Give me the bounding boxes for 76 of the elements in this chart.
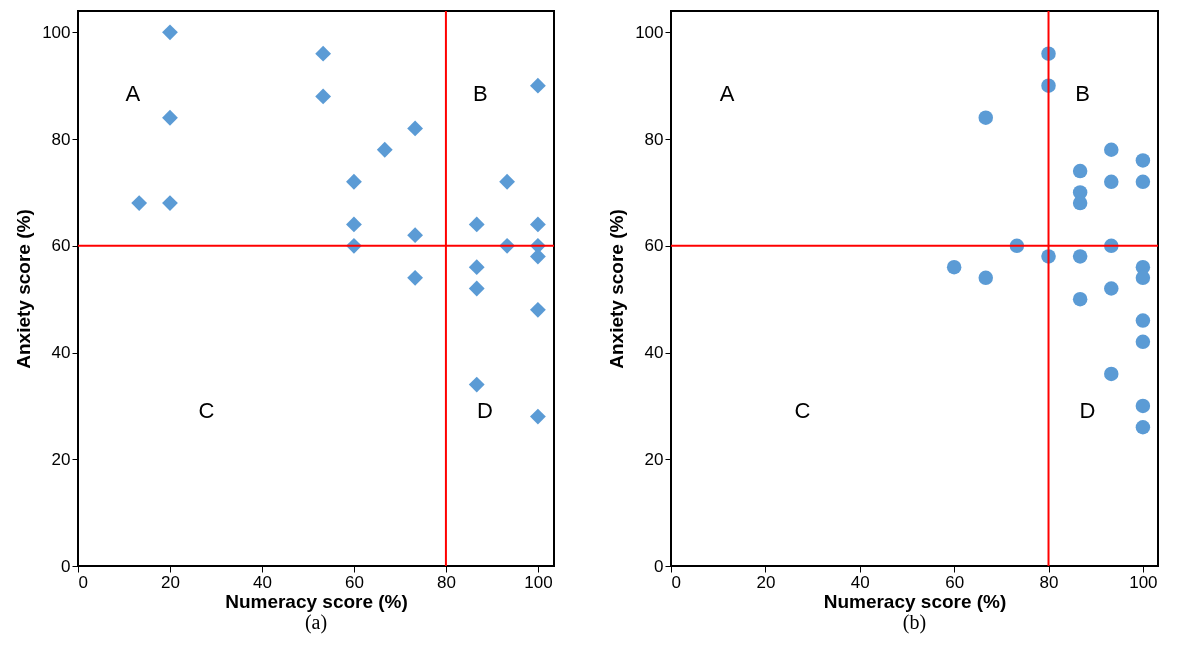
- annotation: D: [1079, 397, 1096, 423]
- x-tick-label: 80: [1039, 572, 1059, 592]
- y-tick-label: 80: [51, 129, 71, 149]
- y-tick-label: 20: [644, 449, 664, 469]
- point: [131, 195, 148, 212]
- y-tick-label: 40: [51, 343, 71, 363]
- text: (a): [304, 611, 328, 634]
- point: [1135, 174, 1151, 189]
- y-tick-label: 60: [644, 236, 664, 256]
- y-tick-label: 100: [42, 22, 71, 42]
- annotation: A: [719, 81, 735, 107]
- point: [1104, 281, 1119, 296]
- point: [162, 195, 178, 212]
- point: [1135, 398, 1151, 414]
- annotation: C: [198, 397, 215, 423]
- y-tick-label: 0: [654, 556, 664, 576]
- x-tick-label: 0: [671, 572, 681, 592]
- point: [499, 173, 515, 190]
- x-tick-label: 40: [850, 572, 870, 592]
- point: [1135, 270, 1151, 286]
- y-tick-label: 40: [644, 343, 664, 363]
- point: [1104, 366, 1119, 382]
- point: [162, 109, 178, 126]
- point: [1135, 334, 1151, 350]
- point: [468, 280, 485, 297]
- x-tick-label: 80: [436, 572, 456, 592]
- point: [530, 408, 546, 425]
- point: [468, 376, 485, 393]
- y-tick-label: 100: [635, 22, 664, 42]
- x-tick-label: 100: [1129, 572, 1158, 592]
- text: (b): [902, 611, 927, 634]
- point: [1072, 163, 1088, 179]
- annotation: C: [794, 397, 811, 423]
- point: [468, 216, 485, 233]
- point: [1072, 291, 1088, 307]
- point: [1104, 142, 1119, 157]
- point: [978, 110, 993, 125]
- y-tick-label: 60: [51, 236, 71, 256]
- annotation: D: [477, 397, 493, 423]
- x-tick-label: 60: [344, 572, 364, 592]
- point: [376, 141, 393, 158]
- annotation: B: [472, 81, 488, 107]
- x-tick-label: 40: [253, 572, 272, 592]
- y-tick-label: 80: [644, 129, 664, 149]
- point: [468, 259, 485, 276]
- point: [407, 120, 424, 137]
- x-tick-label: 0: [78, 572, 88, 592]
- point: [1072, 249, 1088, 264]
- point: [315, 45, 332, 62]
- point: [346, 216, 362, 233]
- point: [1135, 420, 1151, 435]
- y-tick-label: 20: [51, 449, 71, 469]
- annotation: A: [125, 81, 141, 107]
- y-tick-label: 0: [61, 556, 71, 576]
- point: [978, 270, 993, 286]
- point: [407, 269, 424, 286]
- point: [530, 301, 546, 318]
- point: [1135, 313, 1151, 328]
- x-tick-label: 60: [945, 572, 965, 592]
- annotation: B: [1075, 81, 1090, 107]
- x-tick-label: 20: [161, 572, 180, 592]
- x-tick-label: 100: [524, 572, 553, 592]
- point: [1104, 174, 1119, 189]
- point: [530, 77, 546, 94]
- point: [1135, 153, 1151, 168]
- x-tick-label: 20: [756, 572, 776, 592]
- point: [346, 173, 362, 190]
- point: [946, 259, 962, 275]
- point: [407, 227, 424, 244]
- point: [315, 88, 332, 105]
- x-axis-title: Numeracy score (%): [225, 590, 408, 612]
- y-axis-title: Anxiety score (%): [606, 209, 628, 369]
- point: [530, 216, 546, 233]
- x-axis-title: Numeracy score (%): [823, 590, 1007, 612]
- point: [162, 24, 178, 41]
- y-axis-title: Anxiety score (%): [13, 209, 35, 369]
